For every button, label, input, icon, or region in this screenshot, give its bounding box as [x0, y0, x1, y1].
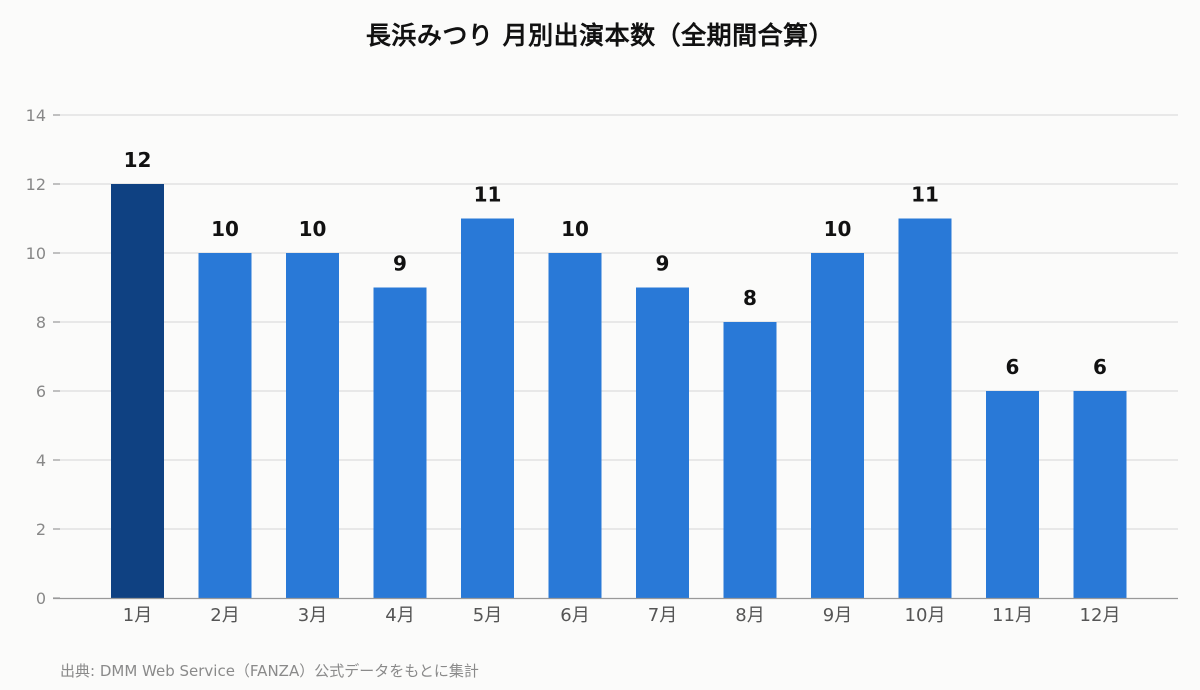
data-label-2: 10	[211, 217, 239, 241]
x-tick-label-2: 2月	[210, 605, 239, 626]
y-tick-label-12: 12	[26, 175, 46, 194]
bar-1	[111, 184, 164, 598]
chart-title: 長浜みつり 月別出演本数（全期間合算）	[365, 21, 835, 50]
data-labels: 12 10 10 9 11 10 9 8 10 11 6 6	[124, 148, 1107, 379]
source-note: 出典: DMM Web Service（FANZA）公式データをもとに集計	[60, 662, 479, 680]
x-tick-label-6: 6月	[560, 605, 589, 626]
bar-4	[373, 287, 427, 598]
data-label-12: 6	[1093, 355, 1107, 379]
y-tick-label-6: 6	[36, 382, 46, 401]
y-tick-label-0: 0	[36, 589, 46, 608]
x-tick-label-7: 7月	[648, 605, 677, 626]
x-tick-label-11: 11月	[992, 605, 1033, 626]
bar-2	[198, 253, 252, 598]
data-label-8: 8	[743, 286, 757, 310]
data-label-11: 6	[1006, 355, 1020, 379]
data-label-9: 10	[824, 217, 852, 241]
y-tick-label-2: 2	[36, 520, 46, 539]
bars	[111, 184, 1127, 598]
data-label-1: 12	[124, 148, 152, 172]
data-label-4: 9	[393, 252, 407, 276]
data-label-5: 11	[474, 183, 502, 207]
bar-10	[898, 218, 952, 598]
data-label-10: 11	[911, 183, 939, 207]
bar-9	[811, 253, 864, 598]
bar-12	[1073, 391, 1127, 598]
x-tick-label-3: 3月	[298, 605, 327, 626]
axes: 0 2 4 6 8 10 12 14 1月 2月 3月 4月 5月 6月 7月 8月 9月 10月 11月 12月	[26, 106, 1178, 626]
bar-6	[548, 253, 602, 598]
bar-8	[723, 322, 777, 598]
bar-3	[286, 253, 339, 598]
x-tick-label-1: 1月	[123, 605, 152, 626]
y-tick-label-10: 10	[26, 244, 46, 263]
data-label-6: 10	[561, 217, 589, 241]
data-label-7: 9	[656, 252, 670, 276]
x-tick-label-9: 9月	[823, 605, 852, 626]
x-tick-label-12: 12月	[1080, 605, 1121, 626]
bar-11	[986, 391, 1039, 598]
y-tick-label-4: 4	[36, 451, 46, 470]
bar-5	[461, 218, 514, 598]
x-tick-label-8: 8月	[735, 605, 764, 626]
bar-7	[636, 287, 689, 598]
y-tick-label-8: 8	[36, 313, 46, 332]
y-tick-label-14: 14	[26, 106, 46, 125]
x-tick-label-4: 4月	[385, 605, 414, 626]
x-tick-label-10: 10月	[905, 605, 946, 626]
data-label-3: 10	[299, 217, 327, 241]
x-tick-label-5: 5月	[473, 605, 502, 626]
